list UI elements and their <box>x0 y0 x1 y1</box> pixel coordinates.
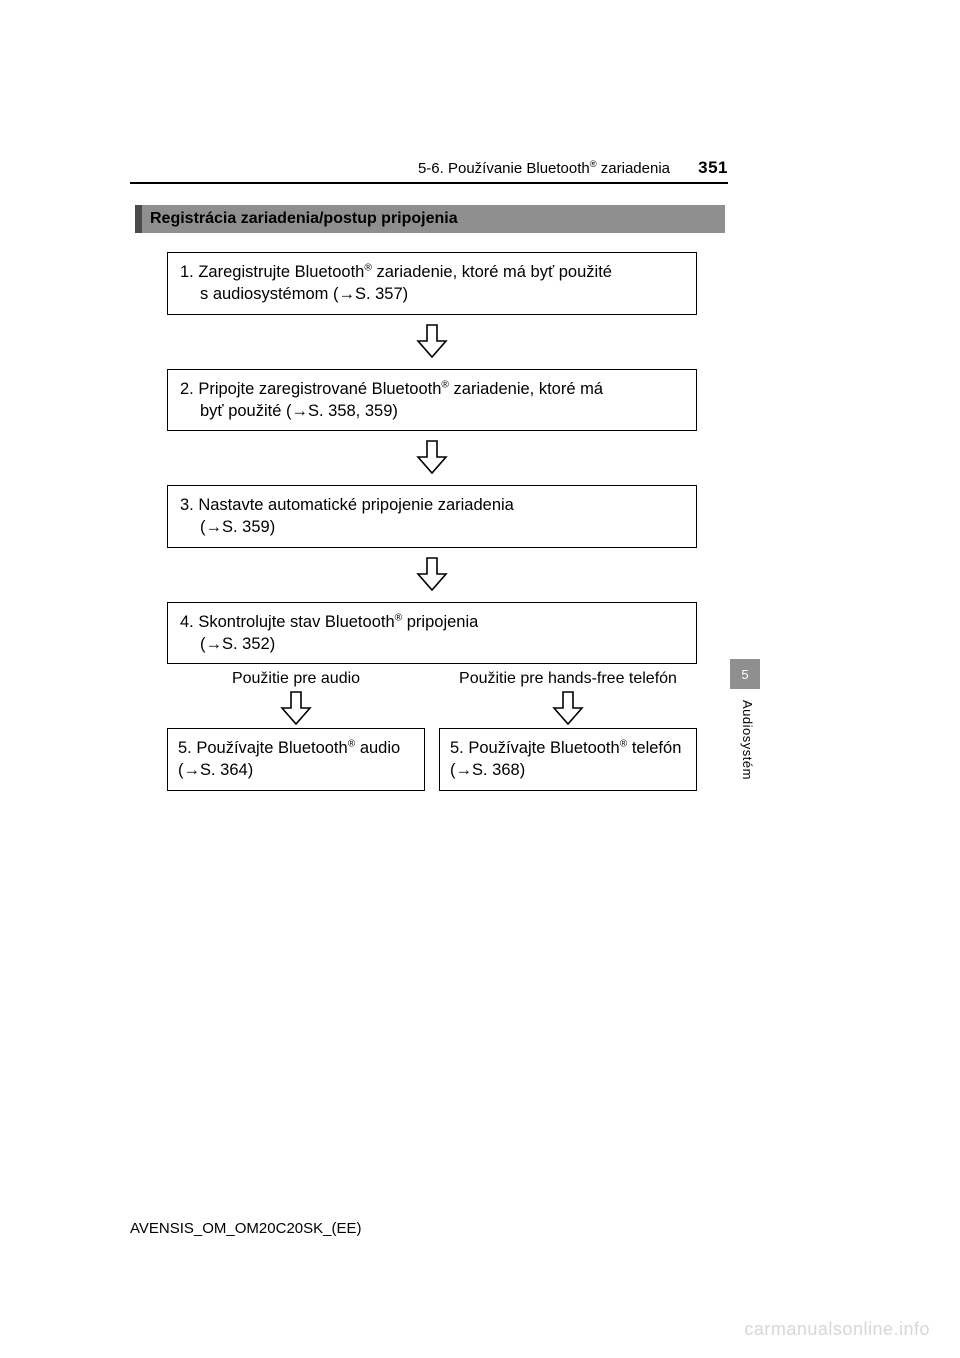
header-rule <box>130 182 728 184</box>
footer-doc-id: AVENSIS_OM_OM20C20SK_(EE) <box>130 1220 361 1237</box>
step-2-text-a: 2. Pripojte zaregistrované Bluetooth <box>180 380 441 398</box>
down-arrow-icon <box>414 556 450 594</box>
step-4-line2: (→S. 352) <box>180 633 684 655</box>
step-1-text-b: zariadenie, ktoré má byť použité <box>372 263 612 281</box>
breadcrumb-suffix: zariadenia <box>597 160 670 177</box>
chapter-tab: 5 <box>730 659 760 689</box>
step-5-right-sup: ® <box>620 739 628 750</box>
down-arrow-icon <box>414 439 450 477</box>
arrow-2 <box>167 431 697 485</box>
step-5-right-a: 5. Používajte Bluetooth <box>450 739 620 757</box>
header-breadcrumb: 5-6. Používanie Bluetooth® zariadenia <box>418 160 670 177</box>
step-3-line2: (→S. 359) <box>180 516 684 538</box>
split-right-label: Použitie pre hands-free telefón <box>459 664 677 690</box>
flowchart: 1. Zaregistrujte Bluetooth® zariadenie, … <box>167 252 697 791</box>
step-1-sup: ® <box>364 263 372 274</box>
step-1-line2: s audiosystémom (→S. 357) <box>180 283 684 305</box>
step-3-line1: 3. Nastavte automatické pripojenie zaria… <box>180 496 514 514</box>
step-5-left-sup: ® <box>348 739 356 750</box>
step-5-left-a: 5. Používajte Bluetooth <box>178 739 348 757</box>
down-arrow-icon <box>414 323 450 361</box>
step-5-left-box: 5. Používajte Bluetooth® audio (→S. 364) <box>167 728 425 791</box>
step-4-text-a: 4. Skontrolujte stav Bluetooth <box>180 613 395 631</box>
step-2-text-b: zariadenie, ktoré má <box>449 380 603 398</box>
step-1-text-a: 1. Zaregistrujte Bluetooth <box>180 263 364 281</box>
arrow-1 <box>167 315 697 369</box>
section-title: Registrácia zariadenia/postup pripojenia <box>150 210 458 228</box>
page: 5-6. Používanie Bluetooth® zariadenia 35… <box>0 0 960 1358</box>
split-left: Použitie pre audio 5. Používajte Bluetoo… <box>167 664 425 791</box>
step-4-text-b: pripojenia <box>402 613 478 631</box>
watermark: carmanualsonline.info <box>744 1319 930 1340</box>
breadcrumb-sup: ® <box>590 159 597 169</box>
split-left-label: Použitie pre audio <box>232 664 360 690</box>
arrow-3 <box>167 548 697 602</box>
step-5-right-box: 5. Používajte Bluetooth® telefón (→S. 36… <box>439 728 697 791</box>
step-2-box: 2. Pripojte zaregistrované Bluetooth® za… <box>167 369 697 432</box>
chapter-tab-number: 5 <box>741 667 748 682</box>
section-title-bar: Registrácia zariadenia/postup pripojenia <box>135 205 725 233</box>
step-4-box: 4. Skontrolujte stav Bluetooth® pripojen… <box>167 602 697 665</box>
split-row: Použitie pre audio 5. Používajte Bluetoo… <box>167 664 697 791</box>
chapter-tab-label: Audiosystém <box>740 700 755 780</box>
page-number: 351 <box>698 158 728 178</box>
down-arrow-icon <box>278 690 314 728</box>
step-2-sup: ® <box>441 379 449 390</box>
split-right: Použitie pre hands-free telefón 5. Použí… <box>439 664 697 791</box>
breadcrumb-prefix: 5-6. Používanie Bluetooth <box>418 160 590 177</box>
down-arrow-icon <box>550 690 586 728</box>
step-3-box: 3. Nastavte automatické pripojenie zaria… <box>167 485 697 548</box>
step-1-box: 1. Zaregistrujte Bluetooth® zariadenie, … <box>167 252 697 315</box>
step-2-line2: byť použité (→S. 358, 359) <box>180 400 684 422</box>
